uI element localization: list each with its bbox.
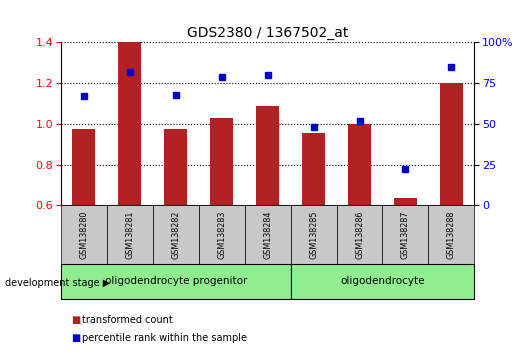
Bar [337,205,383,264]
Bar [61,264,290,299]
Bar [245,205,290,264]
Text: GSM138281: GSM138281 [126,210,134,259]
Bar [256,105,279,205]
Text: GSM138285: GSM138285 [309,210,318,259]
Bar [164,129,187,205]
Bar [61,205,107,264]
Text: oligodendrocyte progenitor: oligodendrocyte progenitor [104,276,247,286]
Text: oligodendrocyte: oligodendrocyte [340,276,425,286]
Bar [394,198,417,205]
Text: ■: ■ [72,333,81,343]
Bar [290,205,337,264]
Text: development stage ▶: development stage ▶ [5,278,111,288]
Bar [210,118,233,205]
Text: GSM138287: GSM138287 [401,210,410,259]
Bar [73,129,95,205]
Text: GSM138288: GSM138288 [447,210,456,259]
Bar [383,205,428,264]
Bar [302,133,325,205]
Text: GSM138280: GSM138280 [80,210,89,259]
Bar [428,205,474,264]
Text: GSM138284: GSM138284 [263,210,272,259]
Bar [107,205,153,264]
Bar [348,124,371,205]
Text: transformed count: transformed count [82,315,173,325]
Text: GSM138283: GSM138283 [217,210,226,259]
Text: GSM138282: GSM138282 [171,210,180,259]
Bar [440,83,463,205]
Bar [199,205,245,264]
Text: ■: ■ [72,315,81,325]
Text: GSM138286: GSM138286 [355,210,364,259]
Bar [153,205,199,264]
Text: percentile rank within the sample: percentile rank within the sample [82,333,247,343]
Title: GDS2380 / 1367502_at: GDS2380 / 1367502_at [187,26,348,40]
Bar [118,42,142,205]
Bar [290,264,474,299]
